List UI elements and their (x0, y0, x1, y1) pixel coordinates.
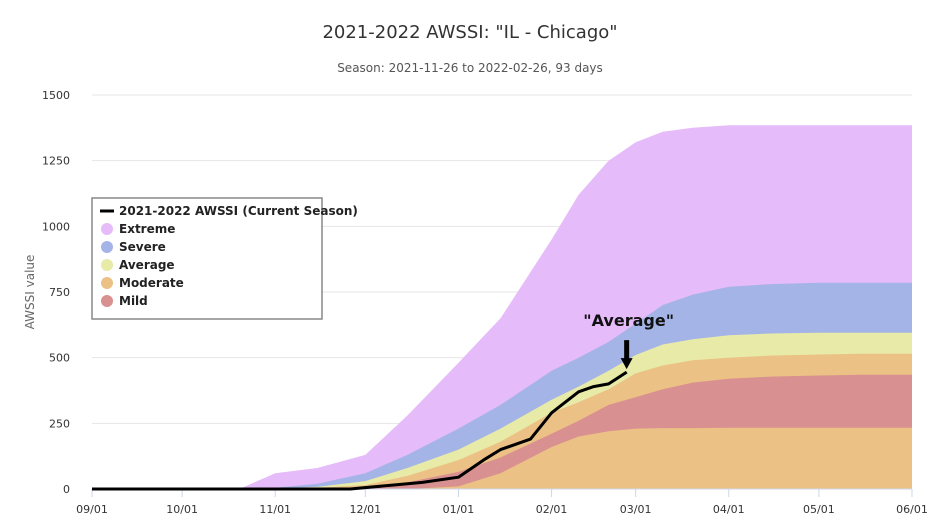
legend-box (91, 197, 323, 320)
current-season-series (92, 370, 628, 491)
legend-entry-extreme: Extreme (119, 222, 175, 236)
x-tick-label: 01/01 (443, 503, 475, 516)
y-tick-label: 750 (49, 286, 70, 299)
average-annotation: "Average" (583, 311, 674, 330)
annotations: "Average" (583, 311, 674, 370)
legend-entry-average: Average (119, 258, 175, 272)
chart-title: 2021-2022 AWSSI: "IL - Chicago" (322, 22, 617, 43)
y-tick-label: 1000 (42, 220, 70, 233)
legend: 2021-2022 AWSSI (Current Season) Extreme S… (91, 197, 358, 320)
annotation-arrow-head (620, 358, 633, 370)
current-season-line (92, 370, 628, 491)
x-tick-label: 03/01 (620, 503, 652, 516)
legend-swatch-extreme (101, 223, 113, 235)
legend-entry-current-season: 2021-2022 AWSSI (Current Season) (119, 204, 358, 218)
legend-swatch-average (101, 259, 113, 271)
band-mild (92, 374, 912, 489)
x-tick-label: 02/01 (536, 503, 568, 516)
x-tick-label: 06/01 (896, 503, 928, 516)
x-tick-label: 09/01 (76, 503, 108, 516)
x-tick-label: 10/01 (166, 503, 198, 516)
legend-entry-severe: Severe (119, 240, 166, 254)
x-tick-label: 12/01 (349, 503, 381, 516)
x-tick-label: 04/01 (713, 503, 745, 516)
legend-entry-mild: Mild (119, 294, 148, 308)
y-tick-label: 250 (49, 417, 70, 430)
legend-swatch-severe (101, 241, 113, 253)
legend-entry-moderate: Moderate (119, 276, 184, 290)
legend-swatch-moderate (101, 277, 113, 289)
y-tick-label: 500 (49, 352, 70, 365)
legend-swatch-mild (101, 295, 113, 307)
axes: 0 250 500 750 1000 1250 1500 09/01 10/01 11/01 12/… (42, 89, 928, 516)
y-tick-label: 1500 (42, 89, 70, 102)
x-tick-label: 11/01 (259, 503, 291, 516)
percentile-bands (92, 125, 912, 489)
y-tick-label: 1250 (42, 155, 70, 168)
y-axis-label: AWSSI value (23, 255, 37, 330)
chart-subtitle: Season: 2021-11-26 to 2022-02-26, 93 day… (337, 61, 603, 75)
y-tick-label: 0 (63, 483, 70, 496)
x-tick-label: 05/01 (803, 503, 835, 516)
